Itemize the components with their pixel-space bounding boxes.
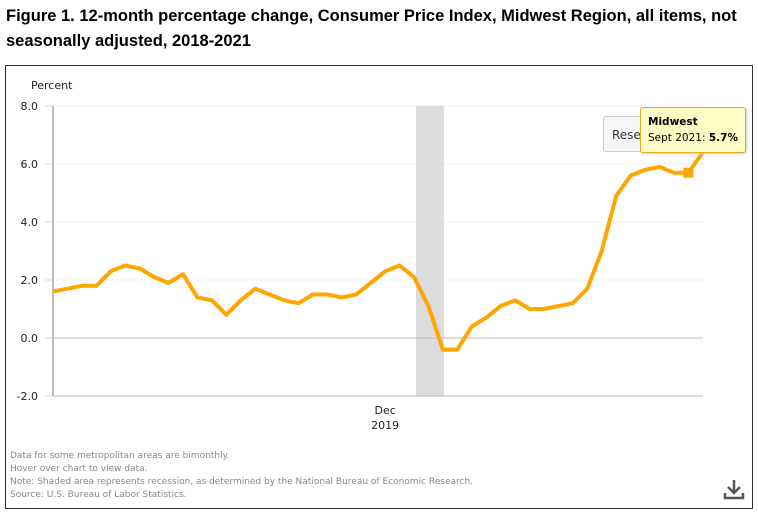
x-tick-label: 2019 bbox=[371, 419, 399, 432]
chart-frame bbox=[5, 65, 753, 509]
chart-title: Figure 1. 12-month percentage change, Co… bbox=[6, 7, 737, 50]
y-tick-label: 2.0 bbox=[21, 274, 39, 287]
footnote: Hover over chart to view data. bbox=[10, 464, 148, 474]
x-tick-label: Dec bbox=[374, 404, 395, 417]
footnote: Source: U.S. Bureau of Labor Statistics. bbox=[10, 490, 187, 500]
y-tick-label: 4.0 bbox=[21, 216, 39, 229]
tooltip-value: 5.7% bbox=[708, 132, 738, 144]
highlight-marker bbox=[683, 167, 694, 178]
y-tick-label: 8.0 bbox=[21, 100, 39, 113]
tooltip-series: Midwest bbox=[648, 116, 698, 128]
recession-band bbox=[416, 106, 444, 396]
footnote: Note: Shaded area represents recession, … bbox=[10, 477, 474, 487]
footnote: Data for some metropolitan areas are bim… bbox=[10, 451, 230, 461]
download-icon[interactable] bbox=[722, 477, 746, 501]
y-axis-label: Percent bbox=[31, 79, 73, 92]
tooltip-label: Sept 2021: bbox=[648, 132, 709, 144]
tooltip: Midwest Sept 2021: 5.7% bbox=[640, 107, 746, 153]
y-tick-label: -2.0 bbox=[17, 390, 38, 403]
y-tick-label: 0.0 bbox=[21, 332, 39, 345]
series-line-midwest bbox=[52, 151, 705, 352]
y-tick-label: 6.0 bbox=[21, 158, 39, 171]
